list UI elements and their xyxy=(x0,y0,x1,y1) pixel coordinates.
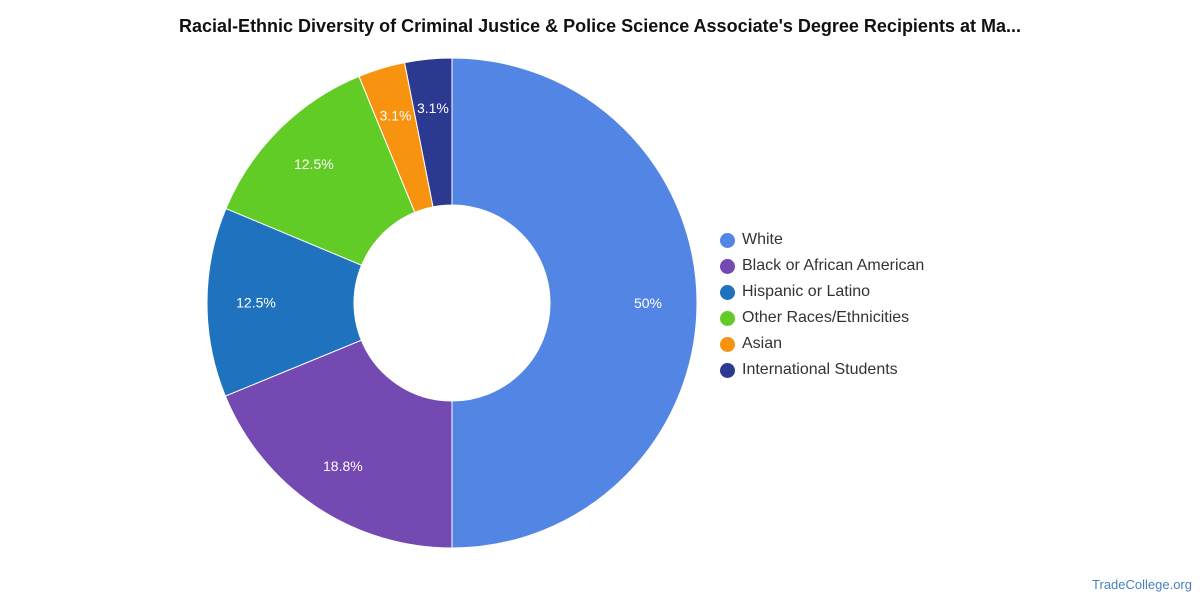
slice-hispanic-or-latino[interactable] xyxy=(206,207,363,397)
chart-legend: White Black or African American Hispanic… xyxy=(720,227,924,383)
chart-title: Racial-Ethnic Diversity of Criminal Just… xyxy=(179,16,1021,36)
legend-swatch-other-races-ethnicities xyxy=(720,310,735,326)
legend-item-hispanic-or-latino[interactable]: Hispanic or Latino xyxy=(720,279,924,305)
slice-other-races-ethnicities[interactable] xyxy=(225,75,416,266)
legend-item-asian[interactable]: Asian xyxy=(720,331,924,357)
slice-international-students[interactable] xyxy=(403,57,453,208)
legend-label-hispanic-or-latino: Hispanic or Latino xyxy=(742,283,871,300)
legend-label-black-or-african-american: Black or African American xyxy=(742,257,925,274)
legend-swatch-international-students xyxy=(720,362,735,378)
legend-label-other-races-ethnicities: Other Races/Ethnicities xyxy=(742,309,910,326)
legend-item-other-races-ethnicities[interactable]: Other Races/Ethnicities xyxy=(720,305,924,331)
slice-label-white: 50% xyxy=(634,295,662,311)
legend-item-white[interactable]: White xyxy=(720,227,924,253)
slice-black-or-african-american[interactable] xyxy=(224,339,453,549)
legend-swatch-white xyxy=(720,232,735,248)
legend-label-international-students: International Students xyxy=(742,361,898,378)
slice-label-hispanic-or-latino: 12.5% xyxy=(236,294,276,310)
slice-label-international-students: 3.1% xyxy=(417,100,449,116)
legend-label-asian: Asian xyxy=(742,335,783,352)
legend-swatch-black-or-african-american xyxy=(720,258,735,274)
slice-label-black-or-african-american: 18.8% xyxy=(323,458,363,474)
legend-item-international-students[interactable]: International Students xyxy=(720,357,924,383)
slice-label-other-races-ethnicities: 12.5% xyxy=(294,156,334,172)
source-link[interactable]: TradeCollege.org xyxy=(1092,577,1192,592)
legend-swatch-hispanic-or-latino xyxy=(720,284,735,300)
slice-label-asian: 3.1% xyxy=(380,107,412,123)
legend-swatch-asian xyxy=(720,336,735,352)
slice-white[interactable] xyxy=(451,57,698,549)
legend-label-white: White xyxy=(742,231,783,248)
legend-item-black-or-african-american[interactable]: Black or African American xyxy=(720,253,924,279)
